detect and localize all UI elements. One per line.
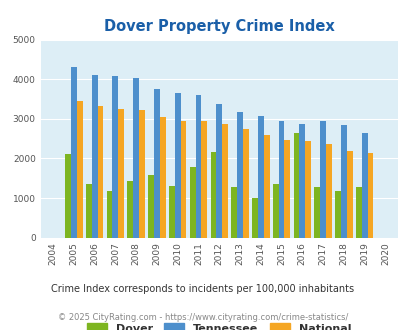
Title: Dover Property Crime Index: Dover Property Crime Index — [104, 19, 334, 34]
Bar — [320, 121, 325, 238]
Bar — [133, 78, 139, 238]
Bar — [216, 104, 222, 238]
Bar — [222, 123, 227, 238]
Bar — [263, 135, 269, 238]
Bar — [195, 95, 201, 238]
Bar — [298, 124, 305, 238]
Bar — [237, 112, 242, 238]
Bar — [313, 186, 320, 238]
Bar — [361, 133, 367, 238]
Bar — [278, 121, 284, 238]
Bar — [160, 117, 165, 238]
Bar — [86, 184, 92, 238]
Bar — [127, 181, 133, 238]
Bar — [252, 198, 257, 238]
Bar — [168, 186, 175, 238]
Legend: Dover, Tennessee, National: Dover, Tennessee, National — [83, 318, 355, 330]
Bar — [210, 152, 216, 238]
Bar — [231, 186, 237, 238]
Bar — [325, 144, 331, 238]
Bar — [334, 191, 340, 238]
Bar — [139, 111, 145, 238]
Bar — [305, 141, 310, 238]
Bar — [180, 121, 186, 238]
Bar — [201, 121, 207, 238]
Bar — [97, 106, 103, 238]
Bar — [189, 167, 195, 238]
Bar — [284, 140, 290, 238]
Bar — [346, 151, 352, 238]
Bar — [355, 187, 361, 238]
Bar — [257, 116, 263, 238]
Text: © 2025 CityRating.com - https://www.cityrating.com/crime-statistics/: © 2025 CityRating.com - https://www.city… — [58, 313, 347, 322]
Bar — [92, 75, 97, 238]
Bar — [340, 125, 346, 238]
Bar — [153, 89, 160, 238]
Bar — [175, 93, 180, 238]
Bar — [65, 154, 71, 238]
Bar — [242, 129, 248, 238]
Text: Crime Index corresponds to incidents per 100,000 inhabitants: Crime Index corresponds to incidents per… — [51, 284, 354, 294]
Bar — [77, 101, 82, 238]
Bar — [112, 76, 118, 238]
Bar — [367, 153, 373, 238]
Bar — [71, 67, 77, 238]
Bar — [148, 176, 153, 238]
Bar — [272, 184, 278, 238]
Bar — [107, 191, 112, 238]
Bar — [293, 133, 298, 238]
Bar — [118, 109, 124, 238]
